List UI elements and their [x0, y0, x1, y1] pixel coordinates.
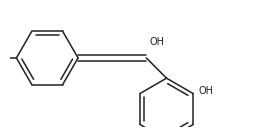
Text: OH: OH [199, 86, 214, 96]
Text: OH: OH [150, 37, 165, 47]
